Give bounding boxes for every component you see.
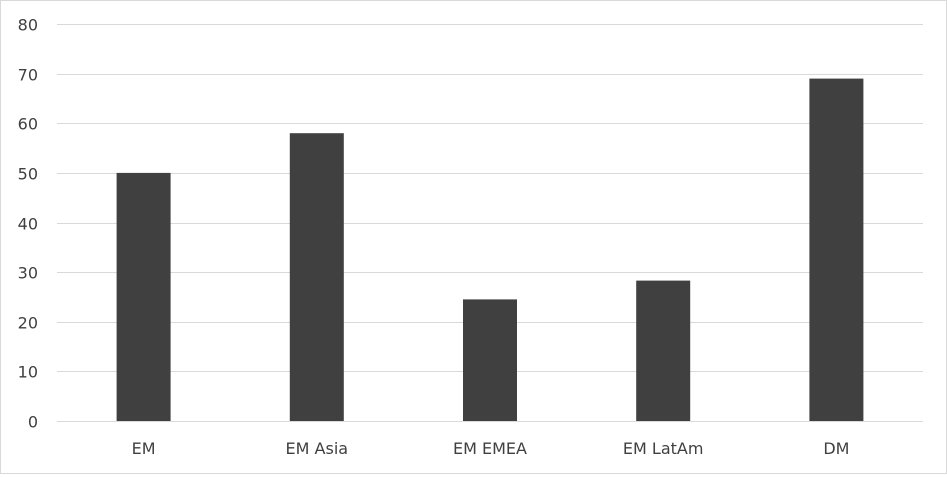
- y-tick-label: 70: [18, 66, 38, 85]
- y-axis-tick-labels: 0 10 20 30 40 50 60 70 80: [18, 16, 38, 432]
- x-tick-label: EM LatAm: [623, 439, 704, 458]
- y-tick-label: 10: [18, 363, 38, 382]
- y-tick-label: 20: [18, 314, 38, 333]
- x-axis-tick-labels: EM EM Asia EM EMEA EM LatAm DM: [132, 439, 850, 458]
- x-tick-label: EM: [132, 439, 156, 458]
- gridlines: [57, 24, 923, 422]
- bar-em-emea: [463, 299, 517, 421]
- bar-em: [116, 172, 171, 421]
- y-tick-label: 80: [18, 16, 38, 35]
- bar-dm: [809, 78, 864, 421]
- y-tick-label: 0: [28, 413, 38, 432]
- x-tick-label: EM EMEA: [453, 439, 527, 458]
- bar-em-asia: [289, 133, 344, 421]
- y-tick-label: 50: [18, 165, 38, 184]
- x-tick-label: EM Asia: [286, 439, 349, 458]
- y-tick-label: 30: [18, 264, 38, 283]
- y-tick-label: 40: [18, 215, 38, 234]
- bar-em-latam: [636, 280, 691, 421]
- bars: [116, 78, 864, 421]
- y-tick-label: 60: [18, 115, 38, 134]
- x-tick-label: DM: [823, 439, 849, 458]
